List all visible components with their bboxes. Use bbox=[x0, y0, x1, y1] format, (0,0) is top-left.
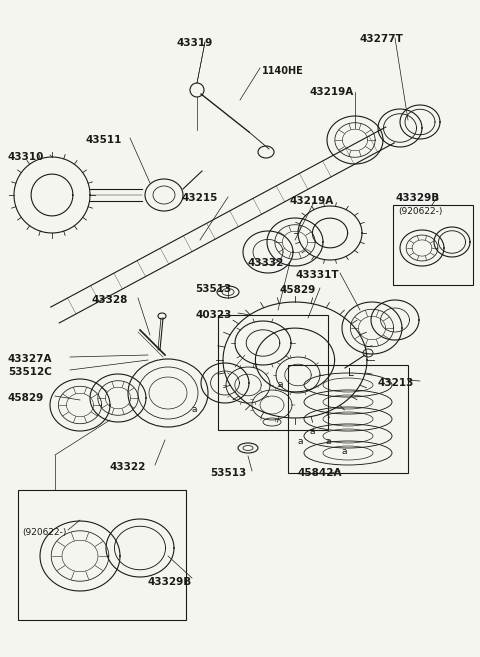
Text: a: a bbox=[277, 380, 283, 389]
Text: 53513: 53513 bbox=[195, 284, 231, 294]
Text: 45842A: 45842A bbox=[298, 468, 343, 478]
Text: 43327A: 43327A bbox=[8, 354, 52, 364]
Text: a: a bbox=[342, 447, 348, 456]
Text: 43329B: 43329B bbox=[395, 193, 439, 203]
Bar bbox=[18, 490, 186, 620]
Text: 53512C: 53512C bbox=[8, 367, 52, 377]
Text: 40323: 40323 bbox=[195, 310, 231, 320]
Text: a: a bbox=[191, 405, 196, 414]
Text: 43277T: 43277T bbox=[360, 34, 404, 44]
Text: a: a bbox=[310, 427, 315, 436]
Text: 43328: 43328 bbox=[92, 295, 128, 305]
Text: 43332: 43332 bbox=[247, 258, 283, 268]
Text: 43329B: 43329B bbox=[148, 577, 192, 587]
Text: (920622-): (920622-) bbox=[398, 207, 443, 216]
Text: 43219A: 43219A bbox=[310, 87, 354, 97]
Text: 43331T: 43331T bbox=[295, 270, 338, 280]
Text: 43511: 43511 bbox=[85, 135, 121, 145]
Text: 45829: 45829 bbox=[8, 393, 44, 403]
Bar bbox=[218, 315, 328, 430]
Text: 43215: 43215 bbox=[182, 193, 218, 203]
Text: 43219A: 43219A bbox=[290, 196, 334, 206]
Text: 43310: 43310 bbox=[8, 152, 44, 162]
Text: 43322: 43322 bbox=[110, 462, 146, 472]
Text: 43319: 43319 bbox=[177, 38, 213, 48]
Bar bbox=[393, 205, 473, 285]
Bar bbox=[288, 365, 408, 473]
Text: a: a bbox=[298, 437, 303, 446]
Text: 43213: 43213 bbox=[378, 378, 414, 388]
Text: 1140HE: 1140HE bbox=[262, 66, 304, 76]
Text: (920622-): (920622-) bbox=[22, 528, 66, 537]
Text: L: L bbox=[348, 368, 354, 378]
Text: 45829: 45829 bbox=[280, 285, 316, 295]
Text: 53513: 53513 bbox=[210, 468, 246, 478]
Text: a: a bbox=[326, 437, 332, 446]
